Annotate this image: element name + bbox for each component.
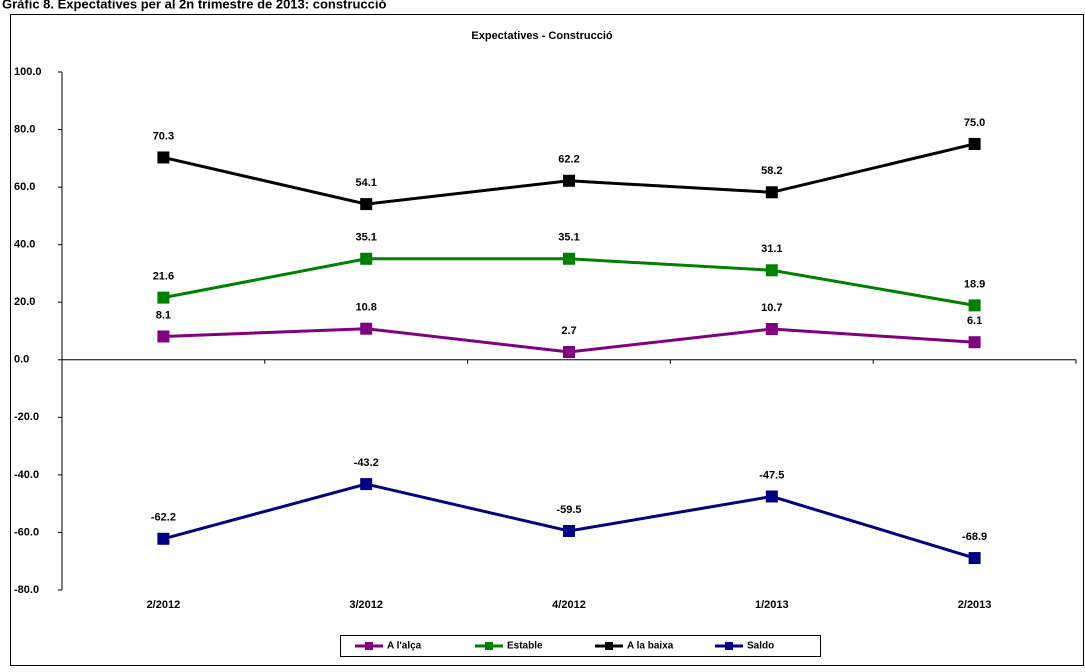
data-label: -59.5 <box>556 504 581 516</box>
data-label: 10.7 <box>761 302 782 314</box>
y-tick-label: 60.0 <box>14 181 35 193</box>
y-tick-label: 0.0 <box>14 354 29 366</box>
point-marker <box>360 478 373 491</box>
legend-marker <box>485 642 493 650</box>
data-label: 62.2 <box>558 154 579 166</box>
point-marker <box>360 198 373 211</box>
data-label: 8.1 <box>156 309 171 321</box>
point-marker <box>563 346 575 359</box>
data-label: 6.1 <box>967 315 982 327</box>
series-line <box>163 482 976 560</box>
point-marker <box>563 525 575 538</box>
data-label: 10.8 <box>355 302 376 314</box>
data-label: -68.9 <box>962 531 987 543</box>
series-line <box>163 257 975 307</box>
y-tick-label: -20.0 <box>14 411 39 423</box>
data-label: 58.2 <box>761 165 782 177</box>
data-label: 75.0 <box>964 117 985 129</box>
y-tick-label: 80.0 <box>14 123 35 135</box>
point-marker <box>765 186 778 199</box>
data-label: 35.1 <box>355 232 376 244</box>
y-tick-label: 20.0 <box>14 296 35 308</box>
point-marker <box>157 330 170 343</box>
point-marker <box>765 264 778 277</box>
data-label: 18.9 <box>964 278 985 290</box>
data-label: 35.1 <box>558 232 579 244</box>
y-tick-label: 40.0 <box>14 239 35 251</box>
legend-label: Saldo <box>747 641 774 652</box>
point-marker <box>360 252 373 265</box>
x-tick-label: 1/2013 <box>755 599 789 611</box>
data-label: 54.1 <box>355 177 376 189</box>
point-marker <box>563 174 575 187</box>
data-label: -47.5 <box>759 469 784 481</box>
legend-label: A l'alça <box>387 641 422 652</box>
point-marker <box>157 532 170 545</box>
data-label: 2.7 <box>561 325 576 337</box>
legend-box <box>340 635 821 657</box>
legend-marker <box>365 642 373 650</box>
x-tick-label: 4/2012 <box>552 599 586 611</box>
chart-frame <box>10 14 1084 666</box>
point-marker <box>157 291 170 304</box>
point-marker <box>968 299 981 312</box>
x-tick-label: 3/2012 <box>349 599 383 611</box>
y-tick-label: -60.0 <box>14 526 39 538</box>
legend-label: Estable <box>507 641 543 652</box>
y-tick-label: -40.0 <box>14 469 39 481</box>
point-marker <box>968 137 981 150</box>
point-marker <box>563 252 575 265</box>
data-label: -43.2 <box>354 457 379 469</box>
point-marker <box>968 552 981 565</box>
data-label: -62.2 <box>151 512 176 524</box>
x-tick-label: 2/2013 <box>958 599 992 611</box>
point-marker <box>968 336 981 349</box>
point-marker <box>360 322 373 335</box>
data-label: 70.3 <box>153 130 174 142</box>
x-tick-label: 2/2012 <box>147 599 181 611</box>
point-marker <box>157 151 170 164</box>
legend-marker <box>605 642 613 650</box>
point-marker <box>765 490 778 503</box>
data-label: 21.6 <box>153 271 174 283</box>
page-title: Gràfic 8. Expectatives per al 2n trimest… <box>2 0 386 11</box>
legend-label: A la baixa <box>627 641 674 652</box>
point-marker <box>765 322 778 335</box>
y-tick-label: 100.0 <box>14 66 42 78</box>
y-tick-label: -80.0 <box>14 584 39 596</box>
data-label: 31.1 <box>761 243 782 255</box>
legend-marker <box>725 642 733 650</box>
chart-title: Expectatives - Construcció <box>471 30 612 42</box>
